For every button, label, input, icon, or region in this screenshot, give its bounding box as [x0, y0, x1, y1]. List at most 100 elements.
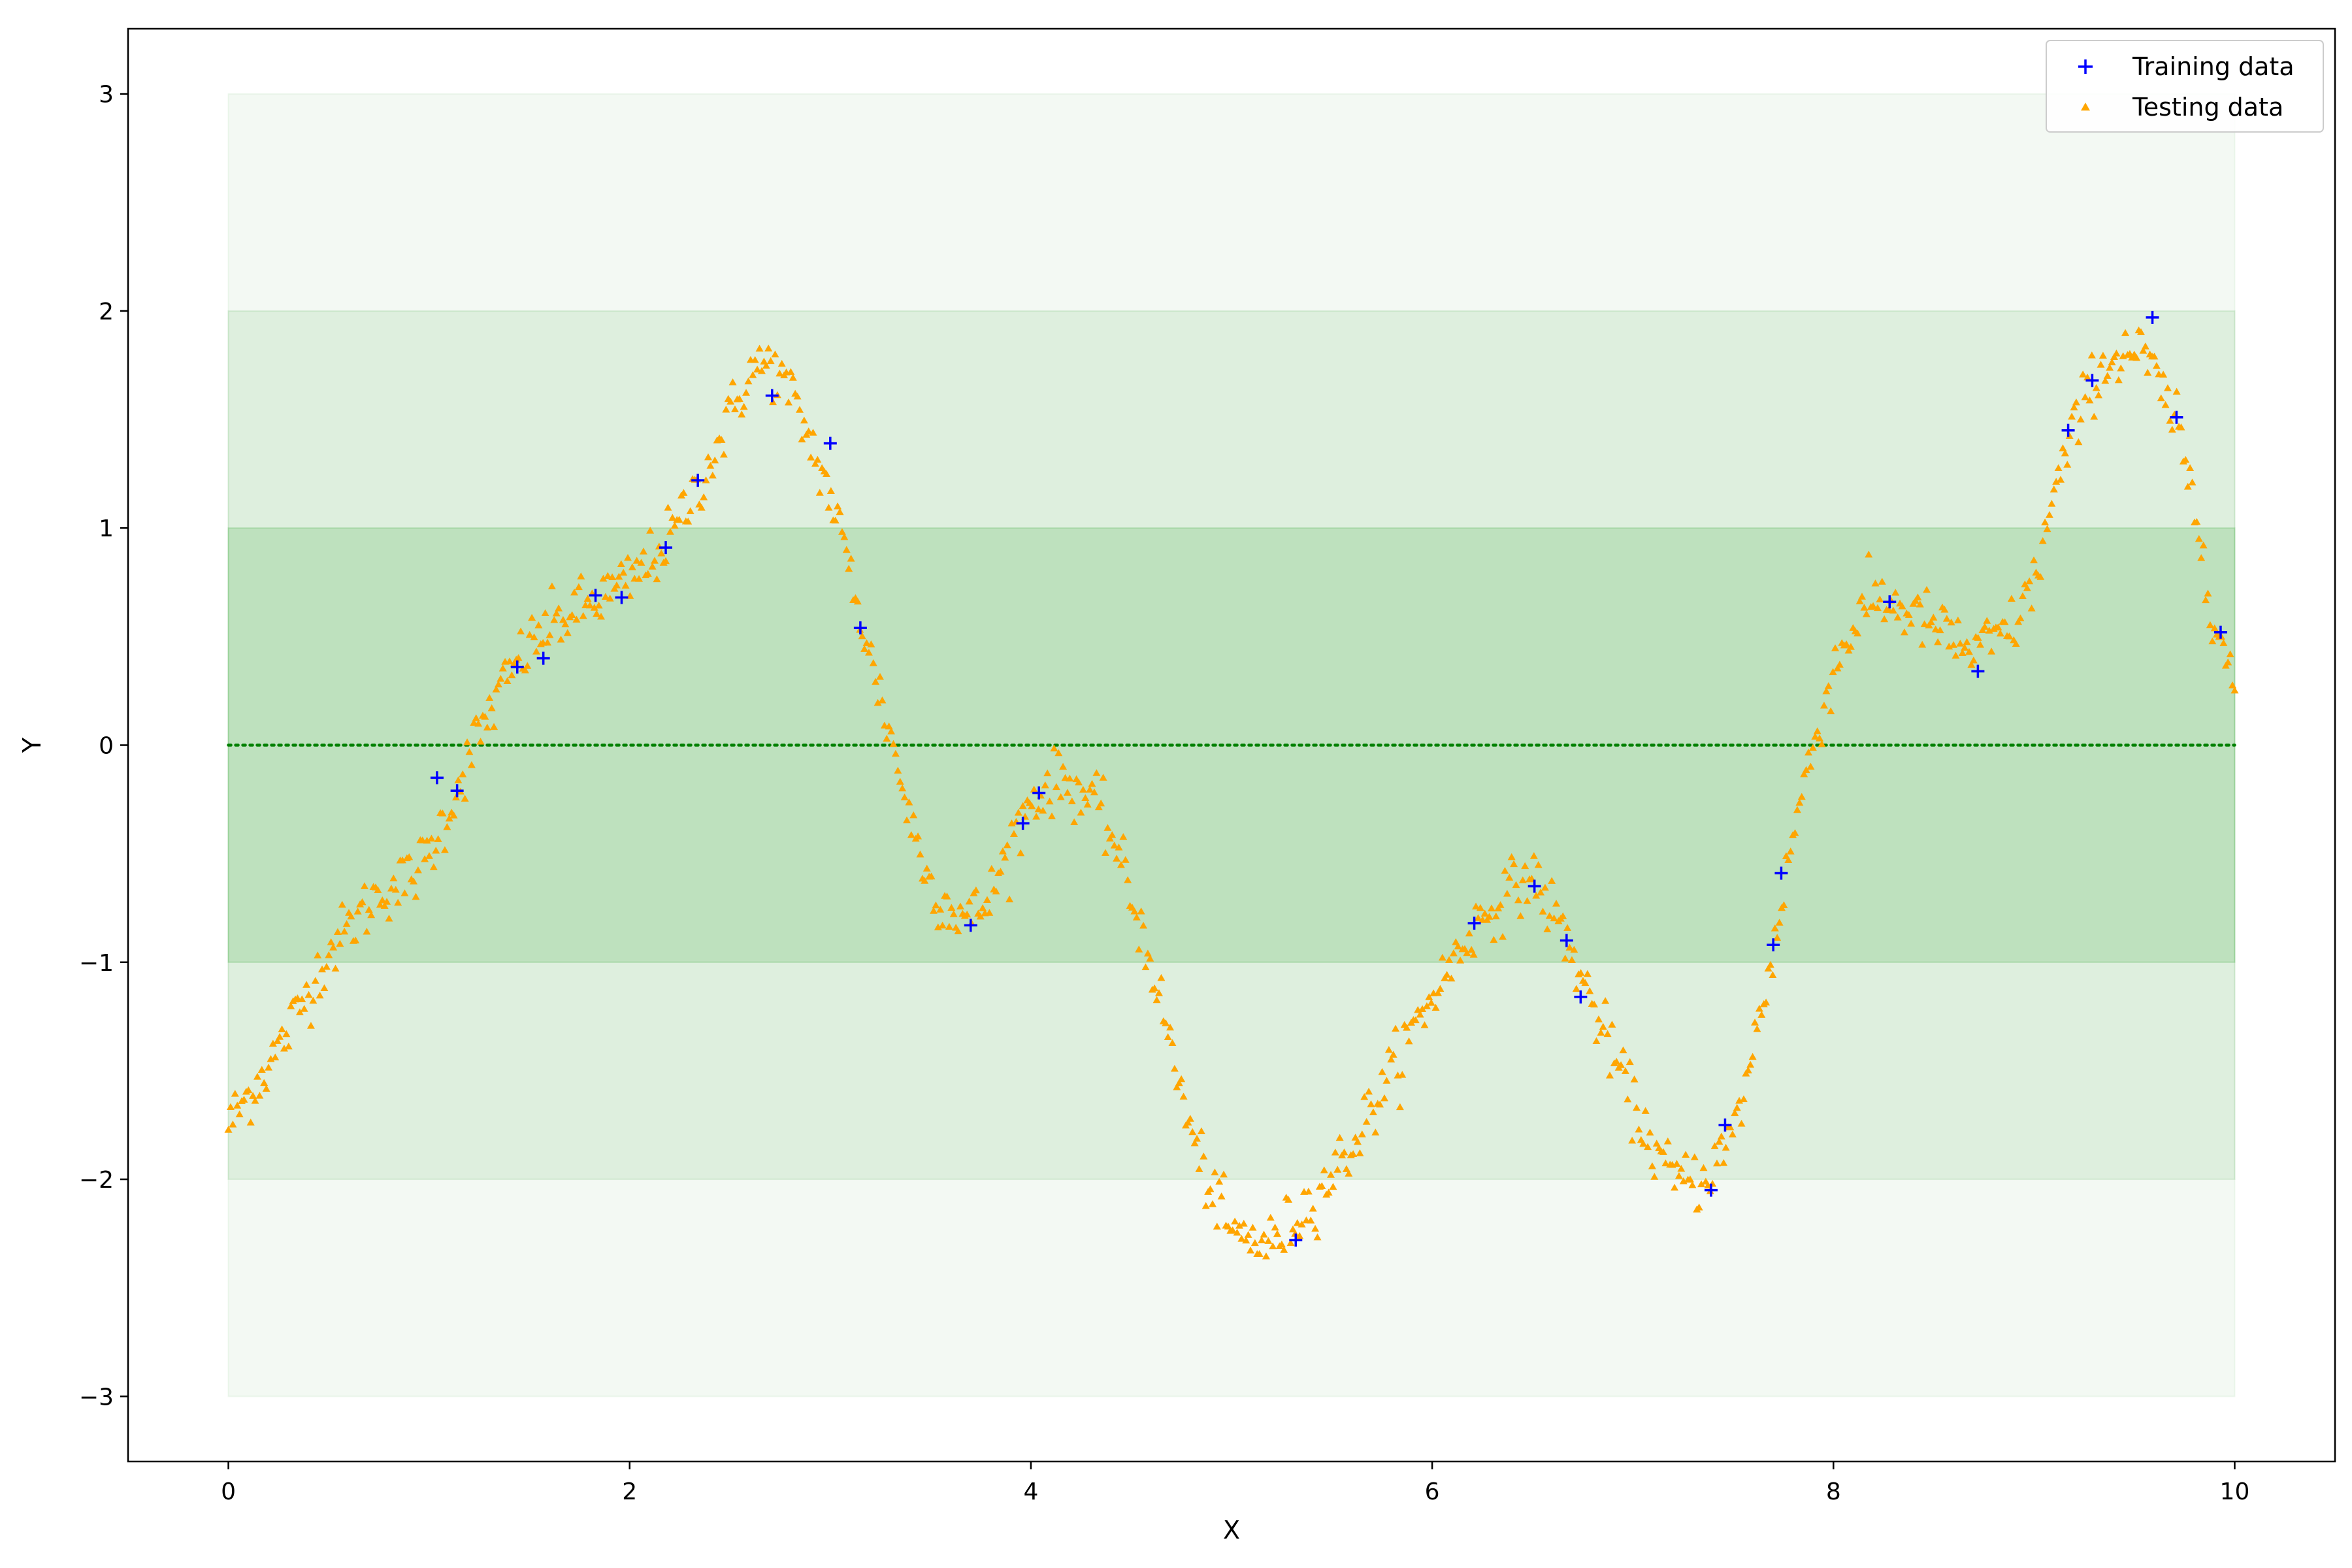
testing-data-point [510, 659, 518, 667]
testing-data-point [1154, 989, 1163, 996]
testing-data-point [1920, 620, 1929, 627]
testing-data-point [1731, 1109, 1739, 1117]
testing-data-point [570, 588, 579, 596]
testing-data-point [684, 517, 693, 525]
testing-data-point [615, 572, 623, 580]
testing-data-point [777, 359, 786, 367]
testing-data-point [1976, 641, 1985, 648]
testing-data-point [1873, 604, 1882, 612]
testing-data-point [1157, 973, 1166, 981]
testing-data-point [1360, 1093, 1369, 1100]
testing-data-point [2076, 416, 2085, 423]
testing-data-point [1956, 640, 1965, 647]
testing-data-point [1433, 988, 1442, 996]
testing-data-point [1162, 1019, 1170, 1026]
testing-data-point [316, 991, 324, 999]
testing-data-point [2068, 412, 2076, 420]
testing-data-point [815, 489, 824, 496]
testing-data-point [2229, 681, 2237, 689]
testing-data-point [753, 365, 762, 373]
y-tick-label: 1 [99, 515, 114, 542]
testing-data-point [883, 734, 891, 742]
testing-data-point [670, 521, 679, 529]
y-tick-label: −3 [79, 1384, 114, 1411]
testing-data-point [1523, 897, 1531, 904]
testing-data-point [1048, 812, 1056, 820]
testing-data-point [508, 671, 516, 679]
testing-data-point [1166, 1023, 1175, 1031]
testing-data-point [1639, 1139, 1648, 1147]
testing-data-point [1543, 925, 1552, 932]
testing-data-point [1987, 647, 1996, 655]
testing-data-point [2007, 595, 2016, 602]
testing-data-point [1773, 934, 1782, 941]
training-data-point [691, 474, 705, 487]
testing-data-point [546, 631, 554, 638]
testing-data-point [412, 892, 420, 900]
testing-data-point [1438, 953, 1446, 961]
testing-data-point [1918, 640, 1927, 648]
testing-data-point [1608, 1021, 1616, 1028]
training-data-point [589, 589, 602, 602]
testing-data-point [1208, 1200, 1217, 1207]
testing-data-point [1570, 945, 1578, 953]
testing-data-point [1594, 1015, 1603, 1022]
testing-data-point [1175, 1079, 1183, 1086]
testing-data-point [972, 886, 980, 894]
testing-data-point [336, 939, 344, 947]
testing-data-point [1728, 1130, 1737, 1137]
testing-data-point [1822, 687, 1831, 694]
testing-data-point [1565, 943, 1574, 951]
testing-data-point [2177, 423, 2185, 431]
testing-data-point [1805, 748, 1813, 756]
testing-data-point [1121, 856, 1130, 863]
testing-data-point [601, 593, 610, 600]
testing-data-point [1403, 1024, 1411, 1031]
testing-data-point [405, 853, 414, 860]
testing-data-point [2005, 632, 2014, 640]
testing-data-point [1266, 1213, 1275, 1221]
testing-data-point [1206, 1185, 1215, 1192]
testing-data-point [675, 515, 683, 523]
testing-data-point [2059, 444, 2067, 451]
testing-data-point [280, 1045, 288, 1052]
testing-data-point [1001, 853, 1009, 861]
testing-data-point [1307, 1217, 1315, 1224]
testing-data-point [1916, 600, 1924, 608]
testing-data-point [2095, 391, 2103, 399]
testing-data-point [1586, 987, 1594, 994]
testing-data-point [226, 1103, 235, 1111]
testing-data-point [2016, 614, 2025, 621]
testing-data-point [1737, 1120, 1746, 1127]
testing-data-point [1324, 1188, 1333, 1196]
testing-data-point [1286, 1239, 1295, 1247]
testing-data-point [1808, 743, 1817, 751]
testing-data-point [927, 872, 936, 879]
testing-data-point [1541, 883, 1549, 891]
testing-data-point [623, 553, 632, 561]
x-tick-label: 4 [1023, 1478, 1038, 1505]
training-data-point [2146, 310, 2159, 324]
testing-data-point [653, 575, 661, 583]
testing-data-point [1688, 1181, 1697, 1188]
testing-data-point [517, 627, 525, 635]
testing-data-point [440, 846, 449, 853]
testing-data-point [1485, 913, 1494, 920]
testing-data-point [251, 1097, 259, 1104]
testing-data-point [1985, 627, 1993, 634]
testing-data-point [1628, 1136, 1637, 1144]
testing-data-point [1190, 1139, 1199, 1147]
testing-data-point [1387, 1055, 1396, 1063]
testing-data-point [1726, 1123, 1735, 1131]
y-axis-ticks: −3 −2 −1 0 1 2 3 [79, 82, 128, 1411]
testing-data-point [1592, 1037, 1601, 1045]
testing-data-point [2204, 589, 2212, 597]
testing-data-point [1617, 1061, 1625, 1068]
testing-data-point [2052, 478, 2061, 485]
legend-triangle [2081, 103, 2090, 111]
testing-data-point [1099, 774, 1107, 781]
testing-data-point [561, 620, 570, 628]
testing-data-point [1646, 1128, 1654, 1136]
training-data-point [1467, 916, 1481, 930]
